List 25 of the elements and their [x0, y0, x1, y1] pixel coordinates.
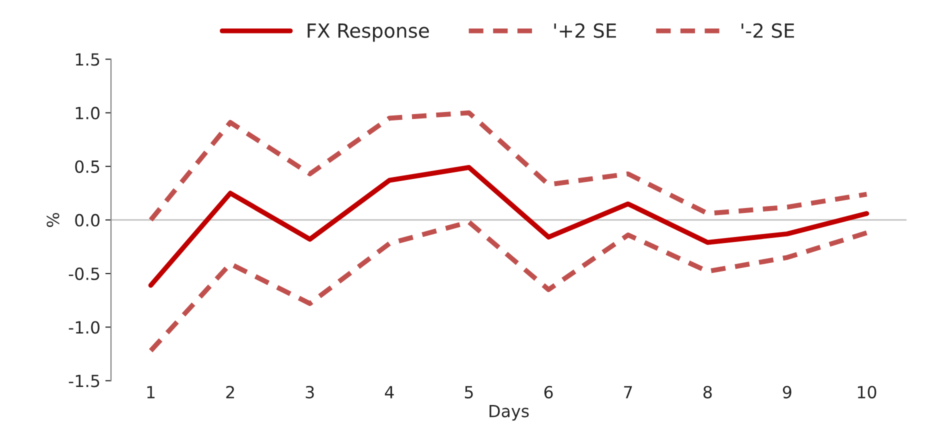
x-tick-label: 8 — [703, 386, 712, 398]
legend-label: '+2 SE — [554, 23, 616, 38]
y-tick-label: -1.0 — [68, 321, 100, 334]
y-tick-label: 0.0 — [75, 214, 100, 227]
x-tick-label: 4 — [384, 386, 394, 398]
x-tick-label: 1 — [147, 386, 155, 398]
x-tick-label: 10 — [858, 386, 876, 398]
y-axis-title: % — [46, 212, 60, 227]
y-tick-label: 1.5 — [76, 53, 100, 66]
y-tick-label: 0.5 — [75, 160, 100, 173]
x-tick-label: 2 — [226, 386, 234, 398]
x-tick-label: 6 — [544, 386, 553, 398]
legend-label: '-2 SE — [742, 23, 794, 38]
y-tick-label: -1.5 — [68, 374, 100, 388]
x-tick-label: 5 — [464, 386, 473, 398]
y-tick-label: 1.0 — [76, 106, 100, 120]
x-tick-label: 9 — [782, 386, 792, 398]
x-axis-title: Days — [490, 404, 529, 421]
x-tick-label: 7 — [624, 386, 632, 398]
line-series — [148, 220, 870, 354]
line-series — [148, 165, 870, 288]
line-series — [148, 110, 870, 222]
legend-label: FX Response — [308, 24, 429, 42]
x-tick-label: 3 — [306, 386, 314, 398]
y-tick-label: -0.5 — [68, 268, 100, 280]
